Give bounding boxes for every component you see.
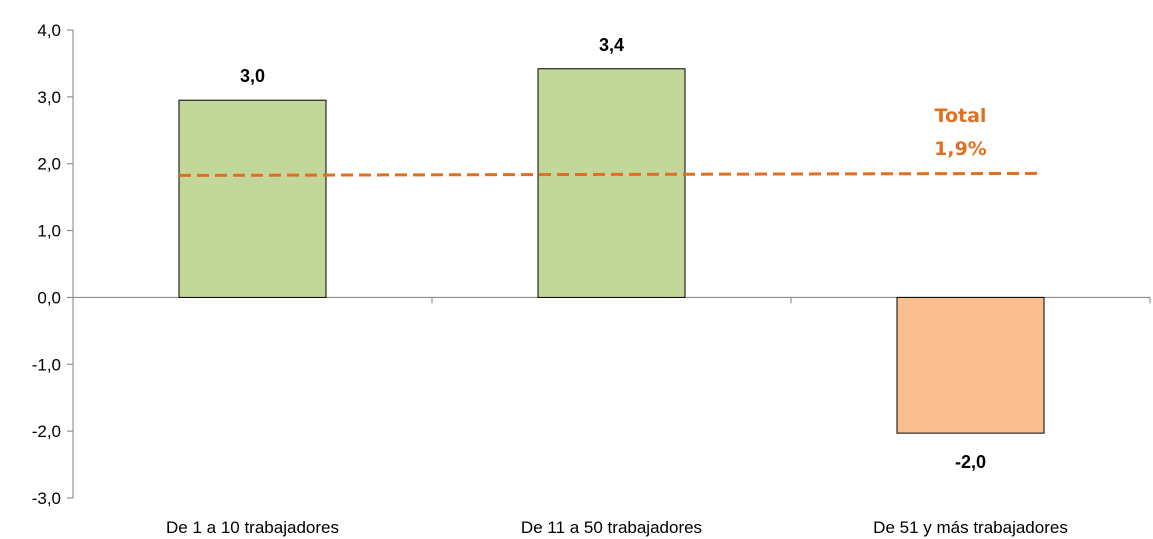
bar (896, 296, 1045, 434)
y-tick-label: 2,0 (37, 155, 61, 174)
total-reference: Total 1,9% (178, 105, 1043, 177)
value-label: 3,4 (599, 35, 624, 55)
y-tick-label: 4,0 (37, 21, 61, 40)
total-value-label: 1,9% (934, 138, 987, 160)
y-tick-label: 1,0 (37, 222, 61, 241)
value-label: 3,0 (240, 66, 265, 86)
value-labels: 3,0 3,4 -2,0 (240, 35, 986, 472)
y-tick-label: -2,0 (32, 422, 61, 441)
category-label: De 1 a 10 trabajadores (166, 518, 339, 537)
y-tick-label: 3,0 (37, 88, 61, 107)
category-labels: De 1 a 10 trabajadores De 11 a 50 trabaja… (166, 518, 1068, 537)
bar (178, 99, 327, 298)
y-tick-label: -3,0 (32, 489, 61, 508)
bar (537, 68, 686, 298)
total-label: Total (935, 105, 987, 127)
bars (178, 68, 1045, 434)
category-label: De 51 y más trabajadores (873, 518, 1068, 537)
y-axis: 4,0 3,0 2,0 1,0 0,0 -1,0 -2,0 -3,0 (32, 21, 74, 508)
y-tick-label: 0,0 (37, 288, 61, 307)
category-label: De 11 a 50 trabajadores (521, 518, 702, 537)
value-label: -2,0 (955, 452, 986, 472)
y-tick-label: -1,0 (32, 355, 61, 374)
